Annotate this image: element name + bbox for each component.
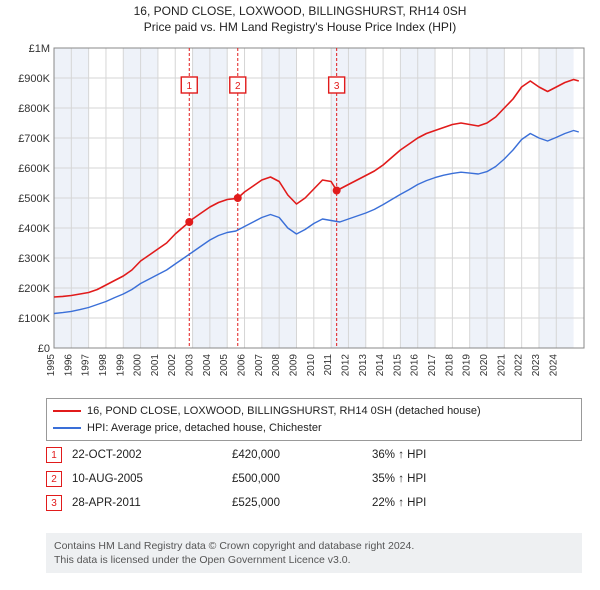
svg-text:2019: 2019 bbox=[462, 354, 473, 377]
svg-text:2022: 2022 bbox=[514, 354, 525, 377]
svg-text:2016: 2016 bbox=[410, 354, 421, 377]
svg-text:2002: 2002 bbox=[167, 354, 178, 377]
transaction-row: 1 22-OCT-2002 £420,000 36% ↑ HPI bbox=[46, 443, 582, 467]
svg-text:£100K: £100K bbox=[18, 313, 50, 325]
svg-text:1999: 1999 bbox=[115, 354, 126, 377]
svg-text:1996: 1996 bbox=[63, 354, 74, 377]
svg-text:£900K: £900K bbox=[18, 73, 50, 85]
legend-item-hpi: HPI: Average price, detached house, Chic… bbox=[53, 420, 575, 437]
svg-text:2024: 2024 bbox=[548, 354, 559, 377]
transactions-table: 1 22-OCT-2002 £420,000 36% ↑ HPI 2 10-AU… bbox=[46, 443, 582, 515]
svg-text:2003: 2003 bbox=[185, 354, 196, 377]
svg-text:2009: 2009 bbox=[288, 354, 299, 377]
svg-text:2006: 2006 bbox=[237, 354, 248, 377]
svg-text:£300K: £300K bbox=[18, 253, 50, 265]
svg-text:1997: 1997 bbox=[81, 354, 92, 377]
svg-text:2020: 2020 bbox=[479, 354, 490, 377]
transaction-price: £525,000 bbox=[232, 497, 362, 509]
svg-text:2004: 2004 bbox=[202, 354, 213, 377]
chart-svg: £0 £100K £200K £300K £400K £500K £600K £700K £80… bbox=[8, 42, 592, 390]
footer-attribution: Contains HM Land Registry data © Crown c… bbox=[46, 533, 582, 573]
svg-text:2021: 2021 bbox=[496, 354, 507, 377]
transaction-date: 22-OCT-2002 bbox=[72, 449, 222, 461]
svg-text:2000: 2000 bbox=[133, 354, 144, 377]
svg-text:2011: 2011 bbox=[323, 354, 334, 376]
svg-text:£800K: £800K bbox=[18, 103, 50, 115]
transaction-price: £500,000 bbox=[232, 473, 362, 485]
transaction-date: 10-AUG-2005 bbox=[72, 473, 222, 485]
chart-title-block: 16, POND CLOSE, LOXWOOD, BILLINGSHURST, … bbox=[0, 0, 600, 37]
svg-text:£500K: £500K bbox=[18, 193, 50, 205]
legend: 16, POND CLOSE, LOXWOOD, BILLINGSHURST, … bbox=[46, 398, 582, 441]
title-line-1: 16, POND CLOSE, LOXWOOD, BILLINGSHURST, … bbox=[8, 4, 592, 20]
svg-text:2008: 2008 bbox=[271, 354, 282, 377]
svg-text:£400K: £400K bbox=[18, 223, 50, 235]
title-line-2: Price paid vs. HM Land Registry's House … bbox=[8, 20, 592, 36]
svg-text:£1M: £1M bbox=[29, 43, 50, 55]
transaction-marker-icon: 3 bbox=[46, 495, 62, 511]
svg-text:1: 1 bbox=[186, 81, 192, 92]
svg-text:£0: £0 bbox=[38, 343, 50, 355]
svg-text:£700K: £700K bbox=[18, 133, 50, 145]
svg-text:2018: 2018 bbox=[444, 354, 455, 377]
transaction-delta: 36% ↑ HPI bbox=[372, 449, 582, 461]
svg-text:2014: 2014 bbox=[375, 354, 386, 377]
svg-text:2013: 2013 bbox=[358, 354, 369, 377]
svg-text:1998: 1998 bbox=[98, 354, 109, 377]
svg-text:2005: 2005 bbox=[219, 354, 230, 377]
transaction-row: 3 28-APR-2011 £525,000 22% ↑ HPI bbox=[46, 491, 582, 515]
svg-text:2015: 2015 bbox=[392, 354, 403, 377]
transaction-row: 2 10-AUG-2005 £500,000 35% ↑ HPI bbox=[46, 467, 582, 491]
svg-text:2017: 2017 bbox=[427, 354, 438, 377]
svg-text:2023: 2023 bbox=[531, 354, 542, 377]
legend-label-hpi: HPI: Average price, detached house, Chic… bbox=[87, 420, 322, 437]
svg-text:1995: 1995 bbox=[46, 354, 57, 377]
svg-text:£200K: £200K bbox=[18, 283, 50, 295]
transaction-marker-icon: 2 bbox=[46, 471, 62, 487]
svg-text:2012: 2012 bbox=[340, 354, 351, 377]
transaction-delta: 35% ↑ HPI bbox=[372, 473, 582, 485]
legend-label-property: 16, POND CLOSE, LOXWOOD, BILLINGSHURST, … bbox=[87, 403, 481, 420]
transaction-price: £420,000 bbox=[232, 449, 362, 461]
price-chart: £0 £100K £200K £300K £400K £500K £600K £700K £80… bbox=[8, 42, 592, 390]
svg-text:2001: 2001 bbox=[150, 354, 161, 377]
svg-text:3: 3 bbox=[334, 81, 340, 92]
transaction-marker-icon: 1 bbox=[46, 447, 62, 463]
footer-line-2: This data is licensed under the Open Gov… bbox=[54, 553, 574, 567]
legend-swatch-hpi bbox=[53, 427, 81, 429]
svg-text:2010: 2010 bbox=[306, 354, 317, 377]
svg-text:2: 2 bbox=[235, 81, 241, 92]
legend-swatch-property bbox=[53, 410, 81, 412]
legend-item-property: 16, POND CLOSE, LOXWOOD, BILLINGSHURST, … bbox=[53, 403, 575, 420]
svg-text:£600K: £600K bbox=[18, 163, 50, 175]
svg-text:2007: 2007 bbox=[254, 354, 265, 377]
transaction-date: 28-APR-2011 bbox=[72, 497, 222, 509]
transaction-delta: 22% ↑ HPI bbox=[372, 497, 582, 509]
footer-line-1: Contains HM Land Registry data © Crown c… bbox=[54, 539, 574, 553]
